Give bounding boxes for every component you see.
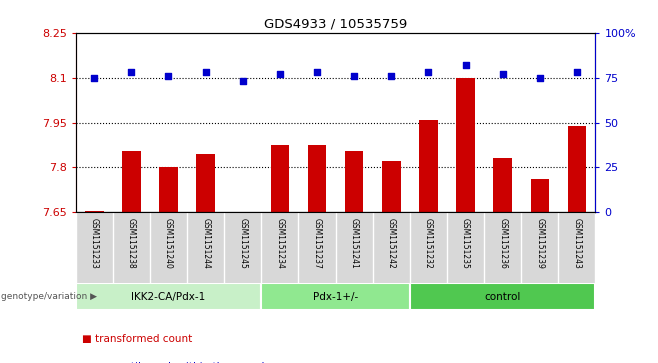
Text: IKK2-CA/Pdx-1: IKK2-CA/Pdx-1	[132, 292, 205, 302]
Text: GSM1151238: GSM1151238	[127, 218, 136, 269]
Text: GSM1151233: GSM1151233	[89, 218, 99, 269]
Bar	[122, 151, 141, 212]
Text: GSM1151234: GSM1151234	[276, 218, 284, 269]
Point	[386, 73, 397, 79]
Point	[497, 71, 508, 77]
Text: GSM1151243: GSM1151243	[572, 218, 582, 269]
Text: GSM1151240: GSM1151240	[164, 218, 173, 269]
Bar	[159, 167, 178, 212]
Bar	[410, 283, 595, 310]
Text: GSM1151241: GSM1151241	[349, 218, 359, 269]
Bar	[494, 158, 512, 212]
Text: GSM1151235: GSM1151235	[461, 218, 470, 269]
Text: GSM1151239: GSM1151239	[536, 218, 544, 269]
Bar	[196, 154, 215, 212]
Text: control: control	[484, 292, 521, 302]
Point	[126, 69, 137, 75]
Text: GSM1151237: GSM1151237	[313, 218, 322, 269]
Point	[89, 75, 99, 81]
Bar	[456, 78, 475, 212]
Bar	[261, 283, 410, 310]
Point	[274, 71, 285, 77]
Text: ■ percentile rank within the sample: ■ percentile rank within the sample	[82, 362, 271, 363]
Text: genotype/variation ▶: genotype/variation ▶	[1, 292, 97, 301]
Bar	[345, 151, 363, 212]
Bar	[308, 145, 326, 212]
Point	[200, 69, 211, 75]
Point	[163, 73, 174, 79]
Title: GDS4933 / 10535759: GDS4933 / 10535759	[264, 17, 407, 30]
Bar	[270, 145, 289, 212]
Text: GSM1151236: GSM1151236	[498, 218, 507, 269]
Point	[349, 73, 359, 79]
Point	[238, 78, 248, 84]
Text: GSM1151245: GSM1151245	[238, 218, 247, 269]
Bar	[76, 283, 261, 310]
Text: GSM1151242: GSM1151242	[387, 218, 395, 269]
Text: GSM1151244: GSM1151244	[201, 218, 210, 269]
Bar	[568, 126, 586, 212]
Text: ■ transformed count: ■ transformed count	[82, 334, 193, 344]
Point	[461, 62, 471, 68]
Point	[423, 69, 434, 75]
Point	[534, 75, 545, 81]
Bar	[419, 119, 438, 212]
Bar	[530, 179, 549, 212]
Text: GSM1151232: GSM1151232	[424, 218, 433, 269]
Point	[312, 69, 322, 75]
Text: Pdx-1+/-: Pdx-1+/-	[313, 292, 358, 302]
Point	[572, 69, 582, 75]
Bar	[382, 162, 401, 212]
